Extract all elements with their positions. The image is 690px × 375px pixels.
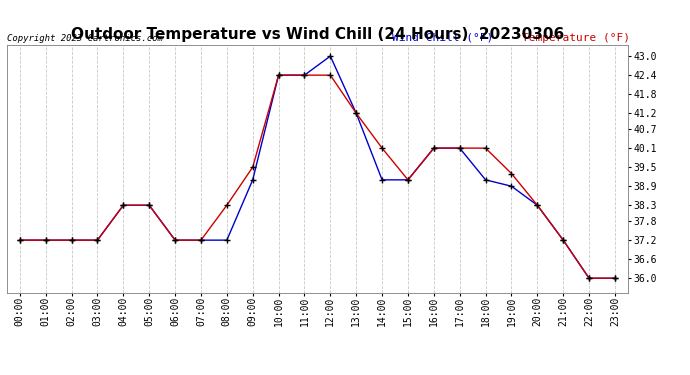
Text: Wind Chill (°F): Wind Chill (°F)	[392, 33, 493, 42]
Text: Temperature (°F): Temperature (°F)	[522, 33, 631, 42]
Text: Copyright 2023 Cartronics.com: Copyright 2023 Cartronics.com	[7, 33, 163, 42]
Title: Outdoor Temperature vs Wind Chill (24 Hours)  20230306: Outdoor Temperature vs Wind Chill (24 Ho…	[71, 27, 564, 42]
